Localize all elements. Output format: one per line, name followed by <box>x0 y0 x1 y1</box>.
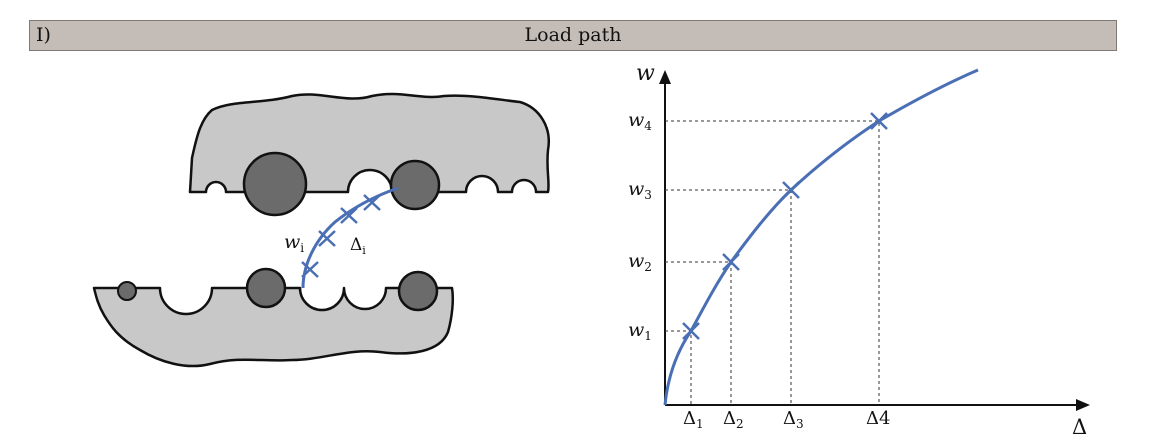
curve-marker <box>782 181 800 199</box>
curve-marker <box>870 112 888 130</box>
path-marker <box>318 230 336 247</box>
y-tick-label-w3: w3 <box>628 178 652 202</box>
curve-markers <box>682 112 888 340</box>
delta-i-label: Δi <box>350 235 366 257</box>
curve-marker <box>682 322 700 340</box>
wi-label: wi <box>284 231 304 255</box>
upper-large-sphere <box>242 151 308 217</box>
y-tick-label-w2: w2 <box>628 250 652 274</box>
y-axis-arrow <box>659 70 671 84</box>
guide-lines <box>665 120 880 405</box>
y-axis-label: w <box>636 61 655 86</box>
y-tick-label-w1: w1 <box>628 319 652 343</box>
load-path-markers <box>301 194 381 278</box>
x-tick-label-delta4: Δ4 <box>866 408 890 429</box>
path-marker <box>363 194 381 211</box>
load-deflection-curve <box>663 68 979 406</box>
path-marker <box>301 261 319 278</box>
section-header: I) Load path <box>29 20 1117 51</box>
lower-small-sphere <box>117 281 137 301</box>
x-axis-label: Δ <box>1072 415 1087 439</box>
lower-body <box>92 286 455 368</box>
path-marker <box>340 207 358 224</box>
load-deflection-graph: w Δ w1 w2 w3 w4 Δ1 Δ2 Δ3 Δ4 <box>628 61 1090 439</box>
curve-marker <box>722 253 740 271</box>
y-tick-label-w4: w4 <box>628 109 652 133</box>
x-axis-arrow <box>1076 399 1090 411</box>
section-label: I) <box>36 24 51 46</box>
load-path-illustration: wi Δi <box>92 92 550 368</box>
lower-middle-sphere <box>245 267 287 309</box>
section-title: Load path <box>524 24 622 46</box>
lower-right-sphere <box>397 270 439 312</box>
x-tick-label-delta2: Δ2 <box>723 408 744 431</box>
x-tick-label-delta1: Δ1 <box>683 408 704 431</box>
x-tick-label-delta3: Δ3 <box>783 408 804 431</box>
upper-right-sphere <box>389 159 441 211</box>
